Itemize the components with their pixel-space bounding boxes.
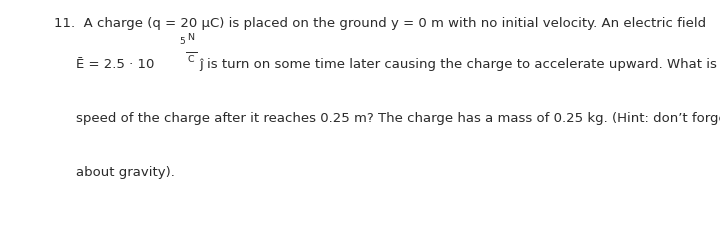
Text: 11.  A charge (q = 20 μC) is placed on the ground y = 0 m with no initial veloci: 11. A charge (q = 20 μC) is placed on th… <box>54 17 706 30</box>
Text: 5: 5 <box>179 37 185 46</box>
Text: about gravity).: about gravity). <box>76 166 174 179</box>
Text: Ē = 2.5 · 10: Ē = 2.5 · 10 <box>76 58 154 71</box>
Text: speed of the charge after it reaches 0.25 m? The charge has a mass of 0.25 kg. (: speed of the charge after it reaches 0.2… <box>76 112 720 125</box>
Text: C: C <box>187 55 194 64</box>
Text: N: N <box>187 33 194 42</box>
Text: ĵ is turn on some time later causing the charge to accelerate upward. What is th: ĵ is turn on some time later causing the… <box>199 58 720 71</box>
